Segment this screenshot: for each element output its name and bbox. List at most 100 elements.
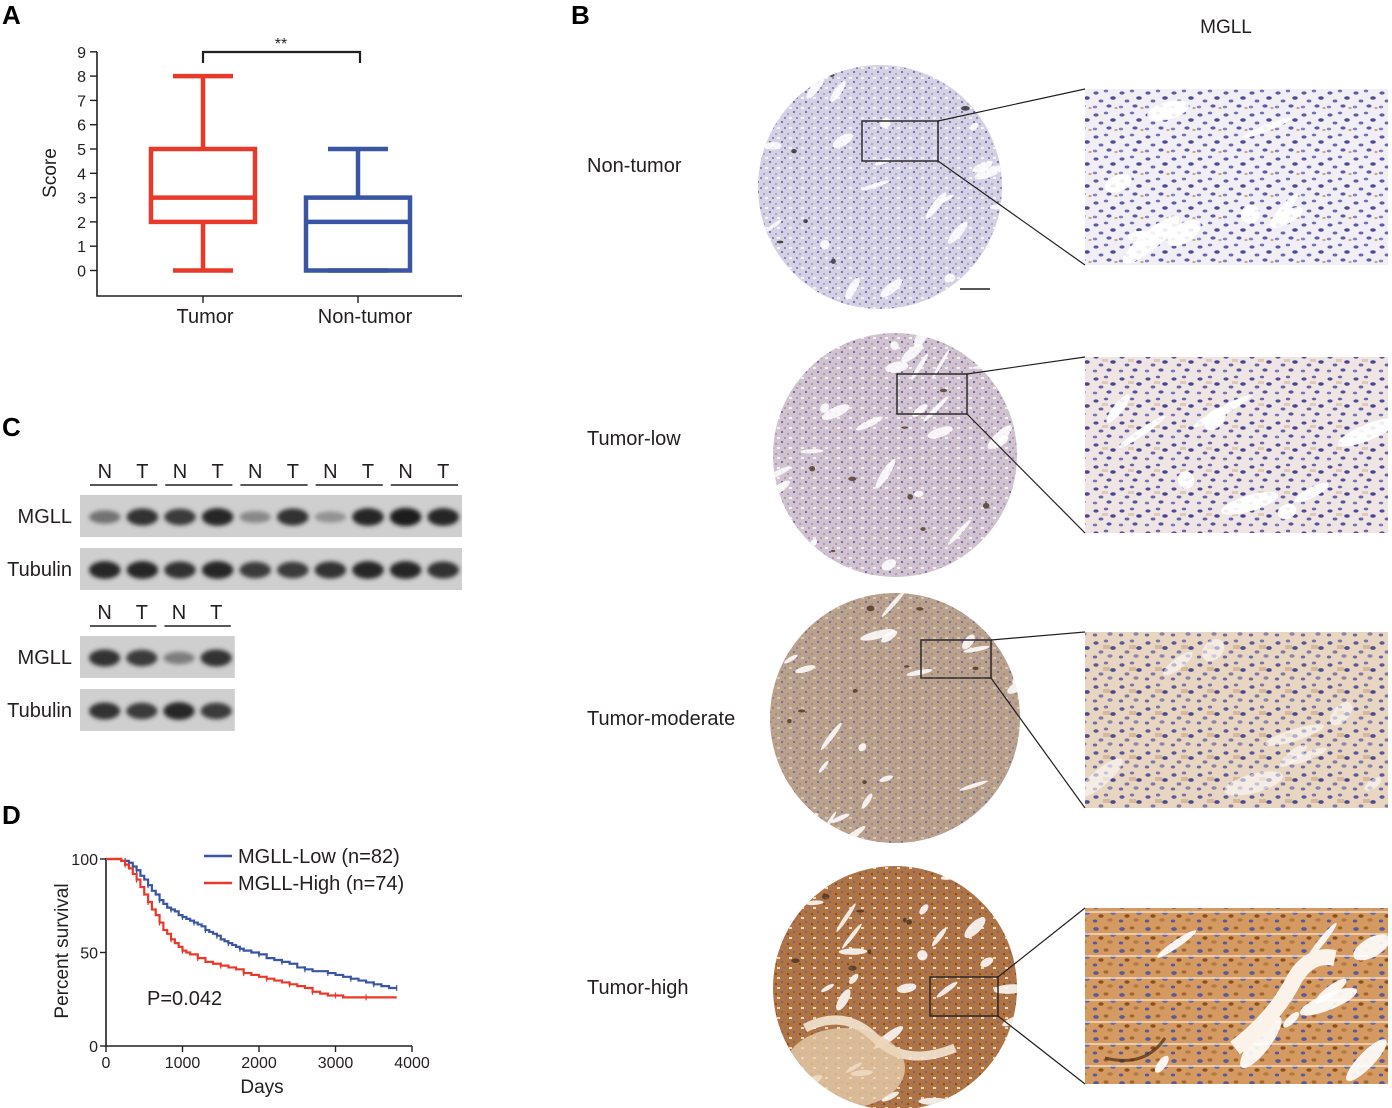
zoom-connector-top [966,356,1086,375]
zoom-connector-bottom [997,1015,1086,1085]
boxplot-x-tick-labels: Tumor Non-tumor [176,296,413,328]
survival-y-tick-label: 100 [71,852,98,869]
zoom-connector-bottom [990,677,1086,809]
ihc-row-label: Non-tumor [587,155,682,177]
zoom-region-box [920,639,992,679]
boxplot-y-tick-label: 7 [77,93,86,110]
boxplot-boxes [148,73,413,273]
zoom-region-box [861,120,939,162]
band-tubulin [89,561,121,579]
zoom-region-box [896,373,968,415]
significance-bracket [201,50,362,63]
boxplot-y-tick-label: 8 [77,69,86,86]
lane-label: T [136,461,148,483]
zoomed-micrograph [1085,908,1390,1084]
western-blot-2: N T N T MGLL Tubulin [7,602,235,731]
box-tumor [148,73,258,273]
band-tubulin [126,702,158,720]
lane-label: N [398,461,412,483]
lane-label: T [136,602,148,624]
tissue-core [773,866,1017,1108]
zoomed-micrograph [1077,632,1388,808]
band-tubulin [164,561,196,579]
panel-label-c: C [2,412,21,442]
ihc-row-label: Tumor-high [587,977,689,999]
survival-x-tick-label: 4000 [394,1055,430,1072]
band-tubulin [126,561,159,579]
ihc-row-non-tumor: Non-tumor [587,65,1388,309]
panel-c-western-blots: N T N T N T N T N T MGLL Tubulin N T N T MGLL Tubulin [7,461,462,731]
ihc-row-label: Tumor-low [587,428,681,450]
band-tubulin [200,702,232,720]
survival-legend: MGLL-Low (n=82) MGLL-High (n=74) [204,846,404,895]
lane-label: N [172,602,186,624]
zoom-connector-top [937,88,1086,122]
survival-y-tick-label: 50 [80,946,98,963]
blot-row-label-mgll: MGLL [18,506,72,528]
survival-x-tick-label: 3000 [318,1055,354,1072]
survival-y-tick-label: 0 [89,1039,98,1056]
band-tubulin [201,561,234,579]
band-mgll [164,508,196,526]
ihc-row-tumor-moderate: Tumor-moderate [587,593,1388,843]
zoom-connector-bottom [937,160,1086,266]
blot-row-label-tubulin: Tubulin [7,559,72,581]
band-tubulin [88,702,121,720]
lane-label: N [173,461,187,483]
band-mgll [163,651,195,665]
zoom-connector-bottom [966,413,1086,534]
zoomed-micrograph [1085,89,1388,265]
boxplot-y-tick-label: 5 [77,142,86,159]
band-mgll [89,510,121,524]
band-tubulin [427,561,459,579]
boxplot-y-tick-label: 4 [77,166,86,183]
panel-b-ihc: MGLL Non-tumor Tumor-low Tumor-moderate Tum… [587,17,1392,1108]
band-mgll [126,508,159,526]
band-mgll [239,511,271,523]
box-iqr [148,146,258,225]
zoom-connector-top [990,631,1086,641]
boxplot-y-axis-label: Score [40,148,61,198]
zoom-region-box [929,976,999,1017]
band-tubulin [314,561,347,579]
survival-x-tick-label: 0 [102,1055,111,1072]
boxplot-y-tick-label: 6 [77,118,86,135]
panel-label-a: A [2,0,21,30]
ihc-row-tumor-low: Tumor-low [587,333,1392,577]
boxplot-y-tick-label: 9 [77,45,86,62]
band-mgll [88,649,121,667]
band-mgll [200,649,232,667]
band-tubulin [163,702,195,720]
lane-label: T [362,461,374,483]
western-blot-1: N T N T N T N T N T MGLL Tubulin [7,461,462,590]
band-mgll [126,649,158,667]
band-tubulin [277,561,309,579]
survival-curves [106,857,398,1001]
band-mgll [277,508,309,526]
lane-label: T [211,461,223,483]
survival-ticks: 0 1000 2000 3000 4000 0 50 100 [71,852,430,1072]
p-value: P=0.042 [147,988,222,1010]
tissue-core [758,65,1002,309]
survival-y-axis-label: Percent survival [52,883,73,1018]
tissue-core [773,333,1017,577]
boxplot-y-tick-label: 2 [77,215,86,232]
legend-label-high: MGLL-High (n=74) [238,873,404,895]
band-mgll [352,508,384,526]
ihc-row-label: Tumor-moderate [587,708,735,730]
lane-label: T [210,602,222,624]
survival-x-tick-label: 2000 [241,1055,277,1072]
lane-label: N [97,602,111,624]
boxplot-x-tick-label: Non-tumor [318,306,413,328]
band-mgll [389,507,422,527]
band-mgll [427,508,459,526]
box-non-tumor [303,146,413,273]
zoom-connector-top [997,907,1086,978]
boxplot-x-tick-label: Tumor [176,306,233,328]
survival-x-tick-label: 1000 [165,1055,201,1072]
blot-row-label-tubulin: Tubulin [7,700,72,722]
panel-a-boxplot: 0 1 2 3 4 5 6 7 8 9 Score Tumor Non-tumor ** [40,36,462,328]
significance-stars: ** [275,36,287,53]
survival-x-axis-label: Days [240,1077,283,1098]
band-tubulin [352,561,384,579]
